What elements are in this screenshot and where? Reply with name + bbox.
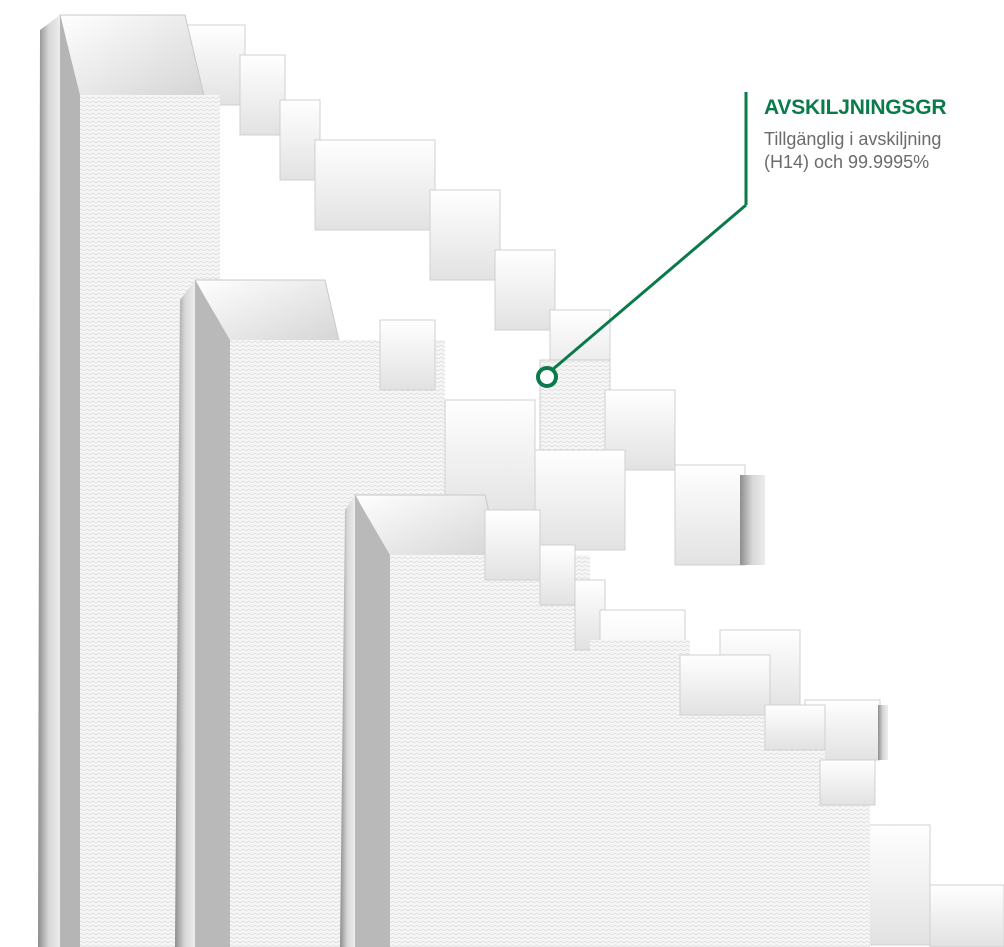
callout-marker	[536, 366, 558, 388]
callout-text: AVSKILJNINGSGR Tillgänglig i avskiljning…	[764, 96, 1004, 174]
callout-leader	[536, 92, 748, 388]
callout-line-1: Tillgänglig i avskiljning	[764, 129, 942, 149]
callout-body: Tillgänglig i avskiljning (H14) och 99.9…	[764, 128, 1004, 174]
callout-line-2: (H14) och 99.9995%	[764, 152, 930, 172]
callout-title: AVSKILJNINGSGR	[764, 96, 947, 119]
filter-column-front	[340, 494, 876, 947]
